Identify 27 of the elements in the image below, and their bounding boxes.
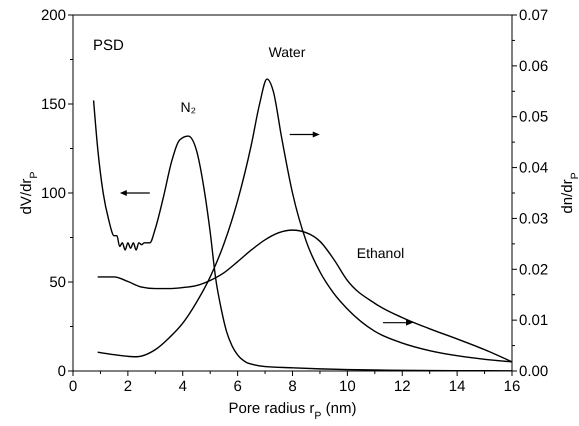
y2-tick-label: 0.04 (519, 160, 548, 177)
x-tick-label: 2 (124, 378, 132, 395)
y2-tick-label: 0.02 (519, 261, 548, 278)
x-tick-label: 16 (504, 378, 520, 395)
y2-tick-label: 0.01 (519, 312, 548, 330)
x-tick-label: 10 (339, 378, 356, 395)
x-tick-label: 8 (288, 378, 297, 395)
y2-tick-label: 0.03 (519, 210, 548, 228)
y2-tick-label: 0.00 (519, 363, 548, 380)
y-tick-label: 200 (40, 7, 66, 24)
series-label: Water (268, 44, 306, 60)
annotation: PSD (93, 37, 124, 54)
series-label: Ethanol (356, 245, 404, 262)
y2-tick-label: 0.05 (519, 108, 548, 126)
x-tick-label: 14 (448, 378, 466, 395)
series-label: N₂ (180, 99, 196, 116)
x-tick-label: 12 (394, 378, 411, 395)
y-tick-label: 150 (40, 96, 66, 113)
y-tick-label: 0 (58, 363, 66, 380)
y-tick-label: 50 (49, 274, 66, 291)
x-tick-label: 4 (178, 378, 187, 395)
x-tick-label: 0 (68, 378, 78, 395)
x-axis-title: Pore radius r$_{P}$ (nm) (228, 400, 356, 422)
y2-tick-label: 0.06 (519, 58, 548, 75)
x-tick-label: 6 (233, 378, 242, 395)
y2-tick-label: 0.07 (519, 7, 548, 24)
y-tick-label: 100 (40, 185, 66, 202)
